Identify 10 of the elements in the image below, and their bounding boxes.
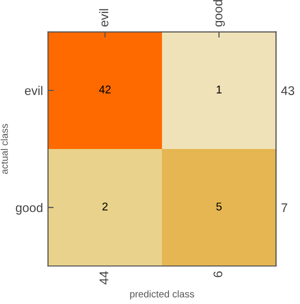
text: 44 <box>100 271 108 284</box>
x-axis-title: predicted class <box>130 290 194 300</box>
y2-tick-label: 7 <box>282 203 288 212</box>
data-label: 2 <box>102 202 108 210</box>
data-label: 5 <box>216 202 222 210</box>
data-label: 1 <box>216 86 222 94</box>
y2-tick-label: 43 <box>281 86 294 96</box>
y-axis-title: actual class <box>0 124 8 174</box>
text: 6 <box>214 271 222 278</box>
data-label: 42 <box>99 86 111 94</box>
